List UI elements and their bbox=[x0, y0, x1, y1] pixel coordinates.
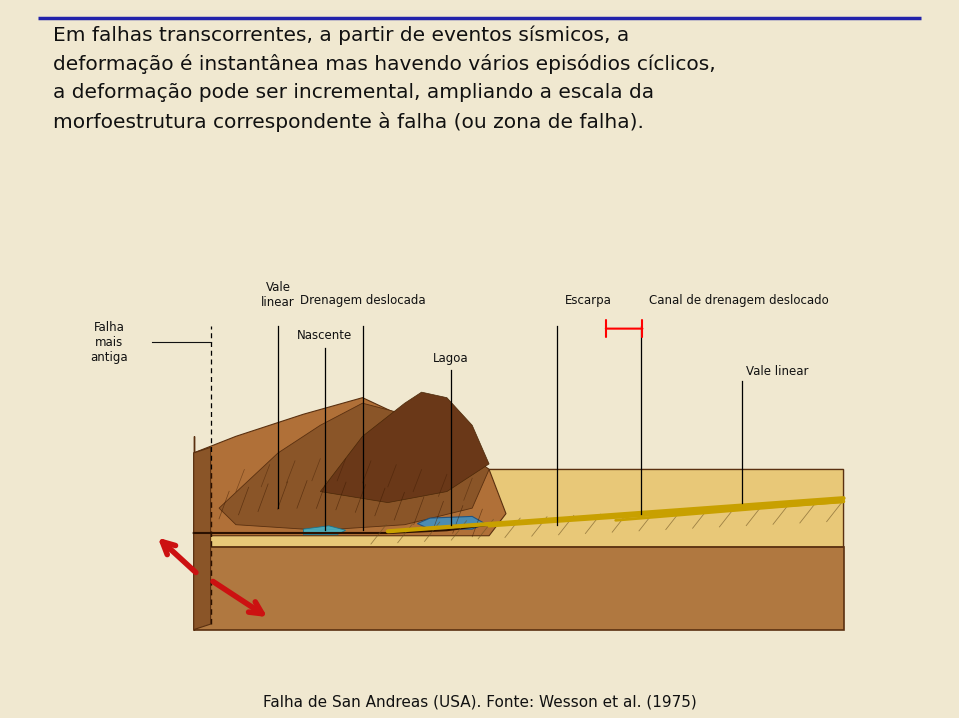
Text: Lagoa: Lagoa bbox=[433, 352, 469, 365]
Polygon shape bbox=[194, 547, 844, 630]
Text: Canal de drenagem deslocado: Canal de drenagem deslocado bbox=[649, 294, 830, 307]
Polygon shape bbox=[320, 392, 489, 503]
Polygon shape bbox=[194, 447, 211, 630]
Text: Falha
mais
antiga: Falha mais antiga bbox=[90, 321, 129, 364]
Text: Vale linear: Vale linear bbox=[746, 365, 809, 378]
Polygon shape bbox=[219, 404, 489, 530]
Polygon shape bbox=[194, 398, 506, 536]
Text: Nascente: Nascente bbox=[297, 330, 352, 342]
Text: Vale
linear: Vale linear bbox=[261, 281, 295, 309]
Text: Falha de San Andreas (USA). Fonte: Wesson et al. (1975): Falha de San Andreas (USA). Fonte: Wesso… bbox=[263, 694, 696, 709]
Polygon shape bbox=[303, 526, 345, 535]
Text: Em falhas transcorrentes, a partir de eventos sísmicos, a
deformação é instantân: Em falhas transcorrentes, a partir de ev… bbox=[53, 25, 715, 132]
Text: Drenagem deslocada: Drenagem deslocada bbox=[300, 294, 425, 307]
Polygon shape bbox=[194, 470, 844, 547]
Polygon shape bbox=[417, 516, 485, 529]
Text: Escarpa: Escarpa bbox=[565, 294, 612, 307]
